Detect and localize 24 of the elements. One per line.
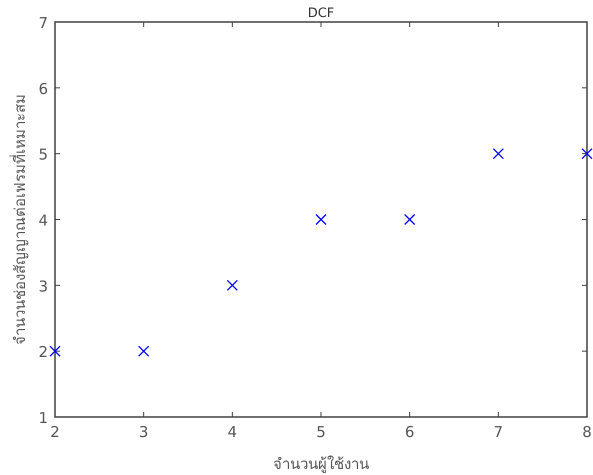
x-tick-label: 3 [138,423,148,441]
x-tick-label: 8 [582,423,592,441]
y-tick-label: 7 [38,14,48,32]
y-axis-title: จำนวนช่องสัญญาณต่อเฟรมที่เหมาะสม [9,94,29,345]
x-axis-title: จำนวนผู้ใช้งาน [273,455,369,473]
point [226,280,238,291]
x-tick-label: 5 [316,423,326,441]
x-tick-label: 4 [228,423,238,441]
point [581,148,593,160]
y-tick-label: 3 [38,277,48,296]
y-tick-label: 4 [38,212,48,230]
x-tick-label: 2 [50,423,60,441]
point [138,346,150,357]
x-tick-label: 7 [494,423,504,441]
point [404,214,416,226]
point [49,346,61,357]
y-tick-label: 2 [38,343,48,362]
chart-title: DCF [308,6,334,21]
point [492,148,504,160]
y-tick-label: 5 [38,146,48,164]
y-tick-label: 6 [38,80,48,98]
x-tick-label: 6 [404,423,414,441]
y-tick-label: 1 [38,409,48,427]
point [315,214,327,226]
